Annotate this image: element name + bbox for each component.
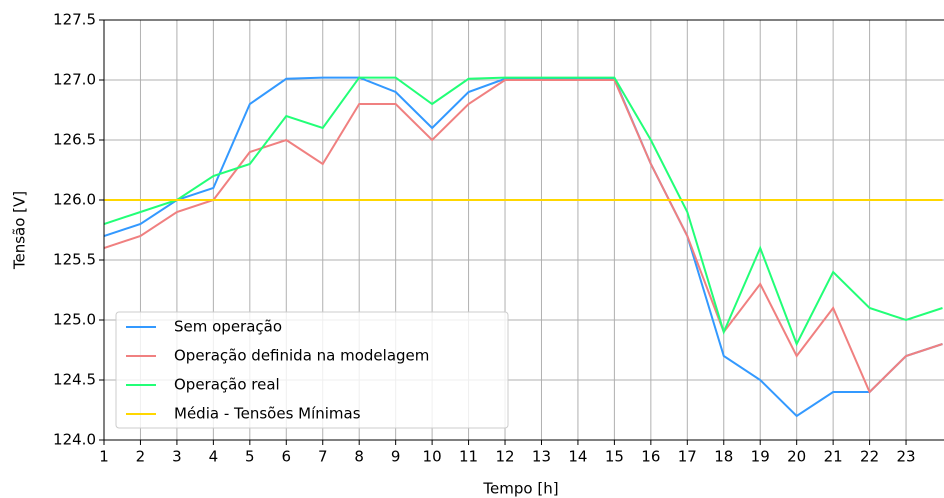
x-tick-label: 12 — [495, 448, 514, 466]
x-tick-label: 8 — [354, 448, 364, 466]
x-tick-label: 23 — [896, 448, 915, 466]
legend-label: Média - Tensões Mínimas — [174, 405, 361, 423]
y-axis-label: Tensão [V] — [11, 191, 29, 270]
x-tick-label: 1 — [99, 448, 109, 466]
x-tick-label: 9 — [391, 448, 401, 466]
x-tick-label: 15 — [605, 448, 624, 466]
legend-label: Operação real — [174, 376, 280, 394]
line-series — [104, 76, 943, 347]
x-tick-label: 16 — [641, 448, 660, 466]
x-tick-label: 6 — [282, 448, 292, 466]
legend-label: Operação definida na modelagem — [174, 347, 429, 365]
y-tick-label: 124.0 — [53, 431, 96, 449]
axis-frame — [103, 19, 944, 441]
x-tick-label: 7 — [318, 448, 328, 466]
x-tick-label: 20 — [787, 448, 806, 466]
x-tick-label: 17 — [678, 448, 697, 466]
x-tick-label: 5 — [245, 448, 255, 466]
y-tick-label: 127.0 — [53, 71, 96, 89]
x-tick-label: 21 — [824, 448, 843, 466]
y-tick-label: 124.5 — [53, 371, 96, 389]
y-tick-label: 127.5 — [53, 11, 96, 29]
plot-area — [104, 76, 943, 418]
x-tick-label: 14 — [568, 448, 587, 466]
y-tick-label: 125.0 — [53, 311, 96, 329]
x-tick-label: 10 — [423, 448, 442, 466]
x-tick-label: 3 — [172, 448, 182, 466]
x-tick-label: 18 — [714, 448, 733, 466]
y-tick-label: 126.0 — [53, 191, 96, 209]
line-series — [104, 76, 943, 418]
x-tick-label: 13 — [532, 448, 551, 466]
x-tick-label: 2 — [136, 448, 146, 466]
x-tick-label: 22 — [860, 448, 879, 466]
legend-box — [115, 311, 509, 429]
legend-label: Sem operação — [174, 318, 282, 336]
line-series — [104, 79, 943, 394]
y-tick-label: 126.5 — [53, 131, 96, 149]
x-tick-label: 19 — [751, 448, 770, 466]
x-tick-label: 4 — [209, 448, 219, 466]
x-tick-label: 11 — [459, 448, 478, 466]
y-tick-label: 125.5 — [53, 251, 96, 269]
x-axis-label: Tempo [h] — [482, 480, 558, 498]
